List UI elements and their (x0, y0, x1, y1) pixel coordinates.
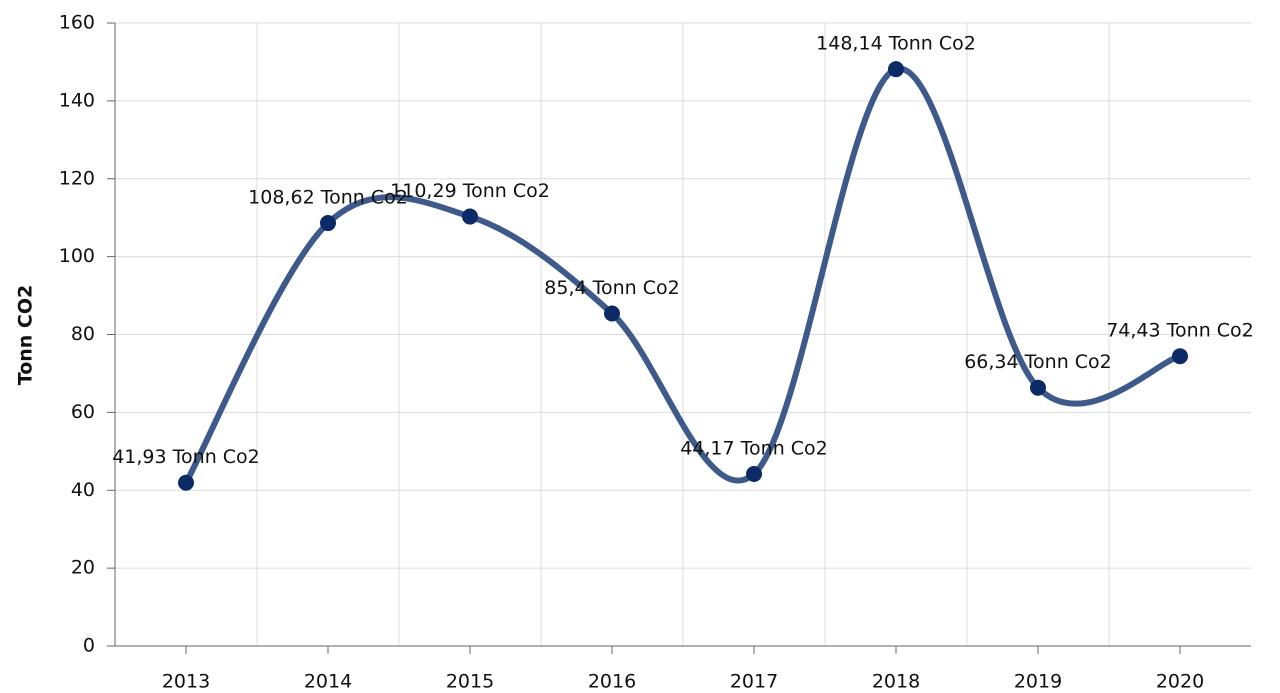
y-tick-label: 80 (71, 323, 95, 345)
data-point (1172, 348, 1188, 365)
series-line (183, 66, 1183, 486)
data-label: 44,17 Tonn Co2 (680, 438, 828, 460)
y-tick-label: 120 (59, 167, 95, 189)
y-tick-label: 40 (71, 479, 95, 501)
x-tick-label: 2015 (446, 671, 494, 693)
x-tick-label: 2016 (588, 671, 636, 693)
data-label: 108,62 Tonn Co2 (248, 187, 408, 209)
y-tick-label: 140 (59, 89, 95, 111)
data-point (320, 215, 336, 232)
data-label: 85,4 Tonn Co2 (544, 277, 679, 299)
y-tick-label: 20 (71, 557, 95, 579)
x-tick-label: 2013 (162, 671, 210, 693)
x-tick-label: 2014 (304, 671, 352, 693)
y-tick-label: 60 (71, 401, 95, 423)
data-point (746, 466, 762, 483)
y-axis-label: Tonn CO2 (15, 285, 37, 385)
data-point (178, 474, 194, 491)
x-tick-label: 2018 (872, 671, 920, 693)
data-point (888, 61, 904, 78)
data-label: 41,93 Tonn Co2 (112, 446, 260, 468)
data-point (604, 305, 620, 322)
x-tick-label: 2020 (1156, 671, 1204, 693)
data-label: 74,43 Tonn Co2 (1106, 320, 1254, 342)
y-tick-label: 0 (83, 635, 95, 657)
data-label: 110,29 Tonn Co2 (390, 180, 550, 202)
data-point (1030, 379, 1046, 396)
y-tick-label: 160 (59, 12, 95, 34)
data-point (462, 208, 478, 225)
x-tick-label: 2019 (1014, 671, 1062, 693)
data-label: 66,34 Tonn Co2 (964, 351, 1112, 373)
x-tick-label: 2017 (730, 671, 778, 693)
data-label: 148,14 Tonn Co2 (816, 33, 976, 55)
y-tick-label: 100 (59, 245, 95, 267)
